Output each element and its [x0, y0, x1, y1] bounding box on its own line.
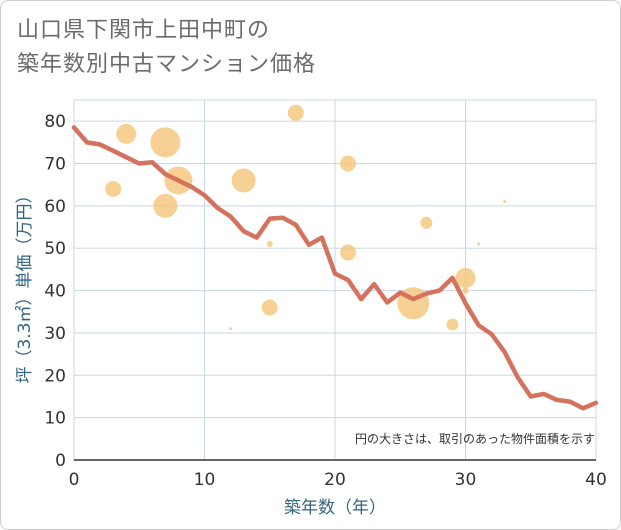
bubble-point [462, 287, 469, 294]
chart-title: 山口県下関市上田中町の 築年数別中古マンション価格 [17, 14, 316, 82]
x-tick-label: 0 [69, 470, 80, 490]
bubble-point [153, 193, 178, 218]
title-line-1: 山口県下関市上田中町の [17, 18, 271, 43]
y-tick-label: 0 [55, 451, 66, 471]
y-tick-label: 10 [44, 409, 66, 429]
y-tick-label: 50 [44, 239, 66, 259]
bubble-point [446, 318, 459, 331]
y-tick-label: 60 [44, 197, 66, 217]
size-note: 円の大きさは、取引のあった物件面積を示す [355, 431, 595, 446]
bubble-point [261, 299, 278, 316]
bubble-point [266, 241, 273, 247]
bubble-point [287, 104, 304, 121]
x-tick-label: 10 [194, 470, 216, 490]
bubble-point [455, 267, 476, 288]
bubble-layer [105, 104, 507, 331]
average-price-line [71, 125, 599, 411]
tick-labels: 0 10 20 30 40 0 10 20 30 40 50 60 70 80 [44, 112, 606, 490]
title-line-2: 築年数別中古マンション価格 [17, 52, 317, 77]
y-tick-label: 70 [44, 155, 66, 175]
bubble-point [477, 242, 481, 246]
bubble-point [340, 155, 357, 172]
y-axis-label: 坪（3.3㎡）単価（万円） [15, 186, 35, 383]
bubble-point [229, 327, 233, 331]
y-tick-label: 80 [44, 112, 66, 132]
line-layer [71, 125, 599, 411]
x-tick-label: 30 [455, 470, 477, 490]
bubble-point [150, 127, 181, 158]
y-tick-label: 30 [44, 324, 66, 344]
y-tick-label: 20 [44, 366, 66, 386]
x-axis-label: 築年数（年） [284, 498, 386, 518]
bubble-point [420, 216, 433, 229]
x-tick-label: 20 [324, 470, 346, 490]
bubble-point [116, 123, 137, 144]
x-tick-label: 40 [585, 470, 607, 490]
bubble-point [503, 200, 507, 204]
bubble-point [105, 180, 122, 197]
bubble-point [340, 244, 357, 261]
bubble-point [231, 168, 256, 193]
grid-lines [73, 99, 597, 461]
y-tick-label: 40 [44, 282, 66, 302]
